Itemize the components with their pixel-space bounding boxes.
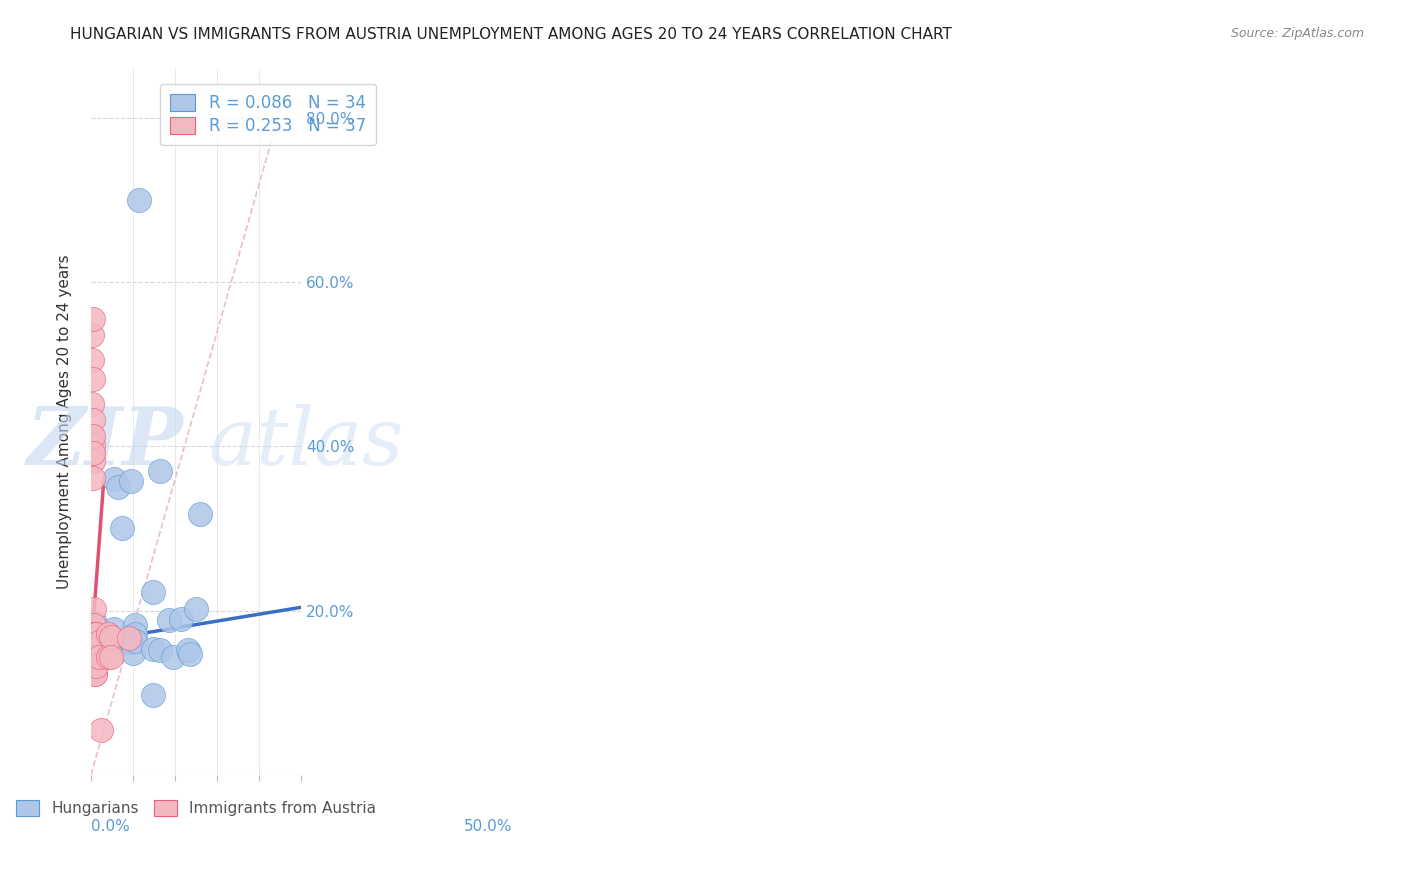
Point bbox=[83, 634, 105, 648]
Point bbox=[89, 634, 111, 648]
Point bbox=[82, 640, 104, 655]
Point bbox=[122, 646, 145, 660]
Text: HUNGARIAN VS IMMIGRANTS FROM AUSTRIA UNEMPLOYMENT AMONG AGES 20 TO 24 YEARS CORR: HUNGARIAN VS IMMIGRANTS FROM AUSTRIA UNE… bbox=[70, 27, 952, 42]
Point bbox=[89, 650, 111, 665]
Point bbox=[100, 630, 122, 644]
Point bbox=[83, 624, 105, 639]
Point bbox=[84, 658, 107, 673]
Point bbox=[97, 650, 120, 665]
Point bbox=[124, 626, 146, 640]
Point bbox=[83, 618, 105, 632]
Text: atlas: atlas bbox=[208, 404, 404, 482]
Y-axis label: Unemployment Among Ages 20 to 24 years: Unemployment Among Ages 20 to 24 years bbox=[58, 254, 72, 589]
Point bbox=[188, 507, 211, 521]
Point bbox=[82, 446, 104, 460]
Point bbox=[83, 642, 105, 657]
Point bbox=[149, 643, 172, 657]
Point bbox=[82, 624, 104, 639]
Point bbox=[83, 646, 105, 660]
Point bbox=[142, 585, 165, 599]
Point bbox=[83, 632, 105, 647]
Point bbox=[83, 645, 105, 659]
Point bbox=[84, 626, 107, 640]
Text: Source: ZipAtlas.com: Source: ZipAtlas.com bbox=[1230, 27, 1364, 40]
Point bbox=[82, 413, 104, 427]
Point bbox=[82, 429, 104, 443]
Point bbox=[80, 328, 103, 343]
Point bbox=[82, 665, 104, 680]
Point bbox=[82, 312, 104, 326]
Point bbox=[97, 626, 120, 640]
Legend: Hungarians, Immigrants from Austria: Hungarians, Immigrants from Austria bbox=[8, 792, 384, 823]
Point bbox=[103, 622, 125, 636]
Point bbox=[83, 648, 105, 663]
Point bbox=[83, 648, 105, 663]
Point bbox=[82, 446, 104, 460]
Point bbox=[157, 614, 180, 628]
Point bbox=[84, 650, 107, 665]
Point bbox=[179, 647, 201, 661]
Point bbox=[103, 472, 125, 486]
Point bbox=[107, 634, 129, 648]
Point bbox=[82, 454, 104, 468]
Point bbox=[82, 648, 104, 663]
Point bbox=[84, 615, 107, 630]
Point bbox=[82, 372, 104, 386]
Point bbox=[124, 617, 146, 632]
Point bbox=[83, 626, 105, 640]
Text: 0.0%: 0.0% bbox=[91, 819, 129, 834]
Point bbox=[80, 353, 103, 368]
Point bbox=[83, 650, 105, 665]
Point bbox=[83, 632, 105, 647]
Point bbox=[83, 626, 105, 640]
Point bbox=[83, 661, 105, 675]
Point bbox=[111, 521, 134, 535]
Point bbox=[82, 429, 104, 443]
Point bbox=[83, 659, 105, 673]
Point bbox=[84, 626, 107, 640]
Text: 50.0%: 50.0% bbox=[464, 819, 512, 834]
Text: ZIP: ZIP bbox=[27, 404, 184, 482]
Point bbox=[83, 628, 105, 642]
Point bbox=[83, 655, 105, 669]
Point bbox=[83, 634, 105, 648]
Point bbox=[82, 470, 104, 484]
Point bbox=[83, 602, 105, 616]
Point bbox=[170, 612, 193, 626]
Point bbox=[90, 723, 112, 737]
Point bbox=[82, 438, 104, 452]
Point bbox=[124, 634, 146, 648]
Point bbox=[82, 396, 104, 410]
Point bbox=[120, 634, 142, 648]
Point bbox=[142, 688, 165, 702]
Point bbox=[107, 480, 129, 494]
Point bbox=[142, 642, 165, 657]
Point bbox=[82, 657, 104, 671]
Point bbox=[149, 464, 172, 478]
Point bbox=[100, 650, 122, 665]
Point bbox=[120, 474, 142, 488]
Point bbox=[83, 642, 105, 657]
Point bbox=[84, 666, 107, 681]
Point bbox=[118, 631, 141, 645]
Point bbox=[128, 193, 150, 207]
Point bbox=[83, 666, 105, 681]
Point bbox=[177, 643, 200, 657]
Point bbox=[162, 650, 184, 665]
Point bbox=[186, 602, 208, 616]
Point bbox=[83, 648, 105, 663]
